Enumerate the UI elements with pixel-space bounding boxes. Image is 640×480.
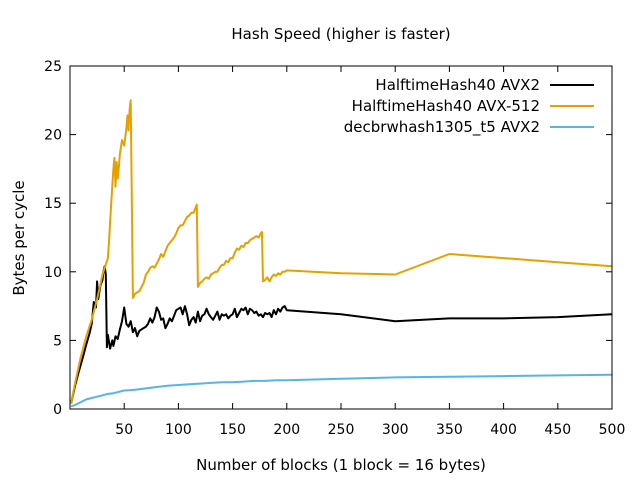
y-tick-label: 5	[53, 333, 62, 349]
x-tick-label: 300	[382, 422, 409, 438]
x-tick-label: 50	[115, 422, 133, 438]
series-line-1	[70, 265, 613, 404]
y-tick-label: 25	[44, 59, 62, 75]
x-tick-label: 350	[436, 422, 463, 438]
x-axis-label: Number of blocks (1 block = 16 bytes)	[196, 456, 486, 474]
x-tick-label: 450	[544, 422, 571, 438]
legend: HalftimeHash40 AVX2 HalftimeHash40 AVX-51…	[344, 76, 594, 137]
x-tick-label: 200	[273, 422, 300, 438]
x-tick-label: 100	[165, 422, 192, 438]
legend-label-3: decbrwhash1305_t5 AVX2	[344, 118, 540, 137]
y-tick-label: 0	[53, 402, 62, 418]
chart-title: Hash Speed (higher is faster)	[231, 25, 450, 43]
y-tick-label: 15	[44, 196, 62, 212]
series-layer	[70, 99, 613, 408]
x-tick-label: 400	[490, 422, 517, 438]
y-tick-label: 10	[44, 265, 62, 281]
y-tick-label: 20	[44, 128, 62, 144]
ticks-layer: 50 100 150 200 250 300 350 400 450 500 0 5 10 15 20 25	[44, 59, 625, 438]
x-tick-label: 500	[599, 422, 626, 438]
legend-label-1: HalftimeHash40 AVX2	[375, 76, 540, 94]
series-line-3	[70, 373, 613, 408]
legend-label-2: HalftimeHash40 AVX-512	[352, 97, 540, 115]
x-tick-label: 250	[328, 422, 355, 438]
y-axis-label: Bytes per cycle	[10, 180, 28, 295]
x-tick-label: 150	[219, 422, 246, 438]
series-line-2	[70, 99, 613, 404]
